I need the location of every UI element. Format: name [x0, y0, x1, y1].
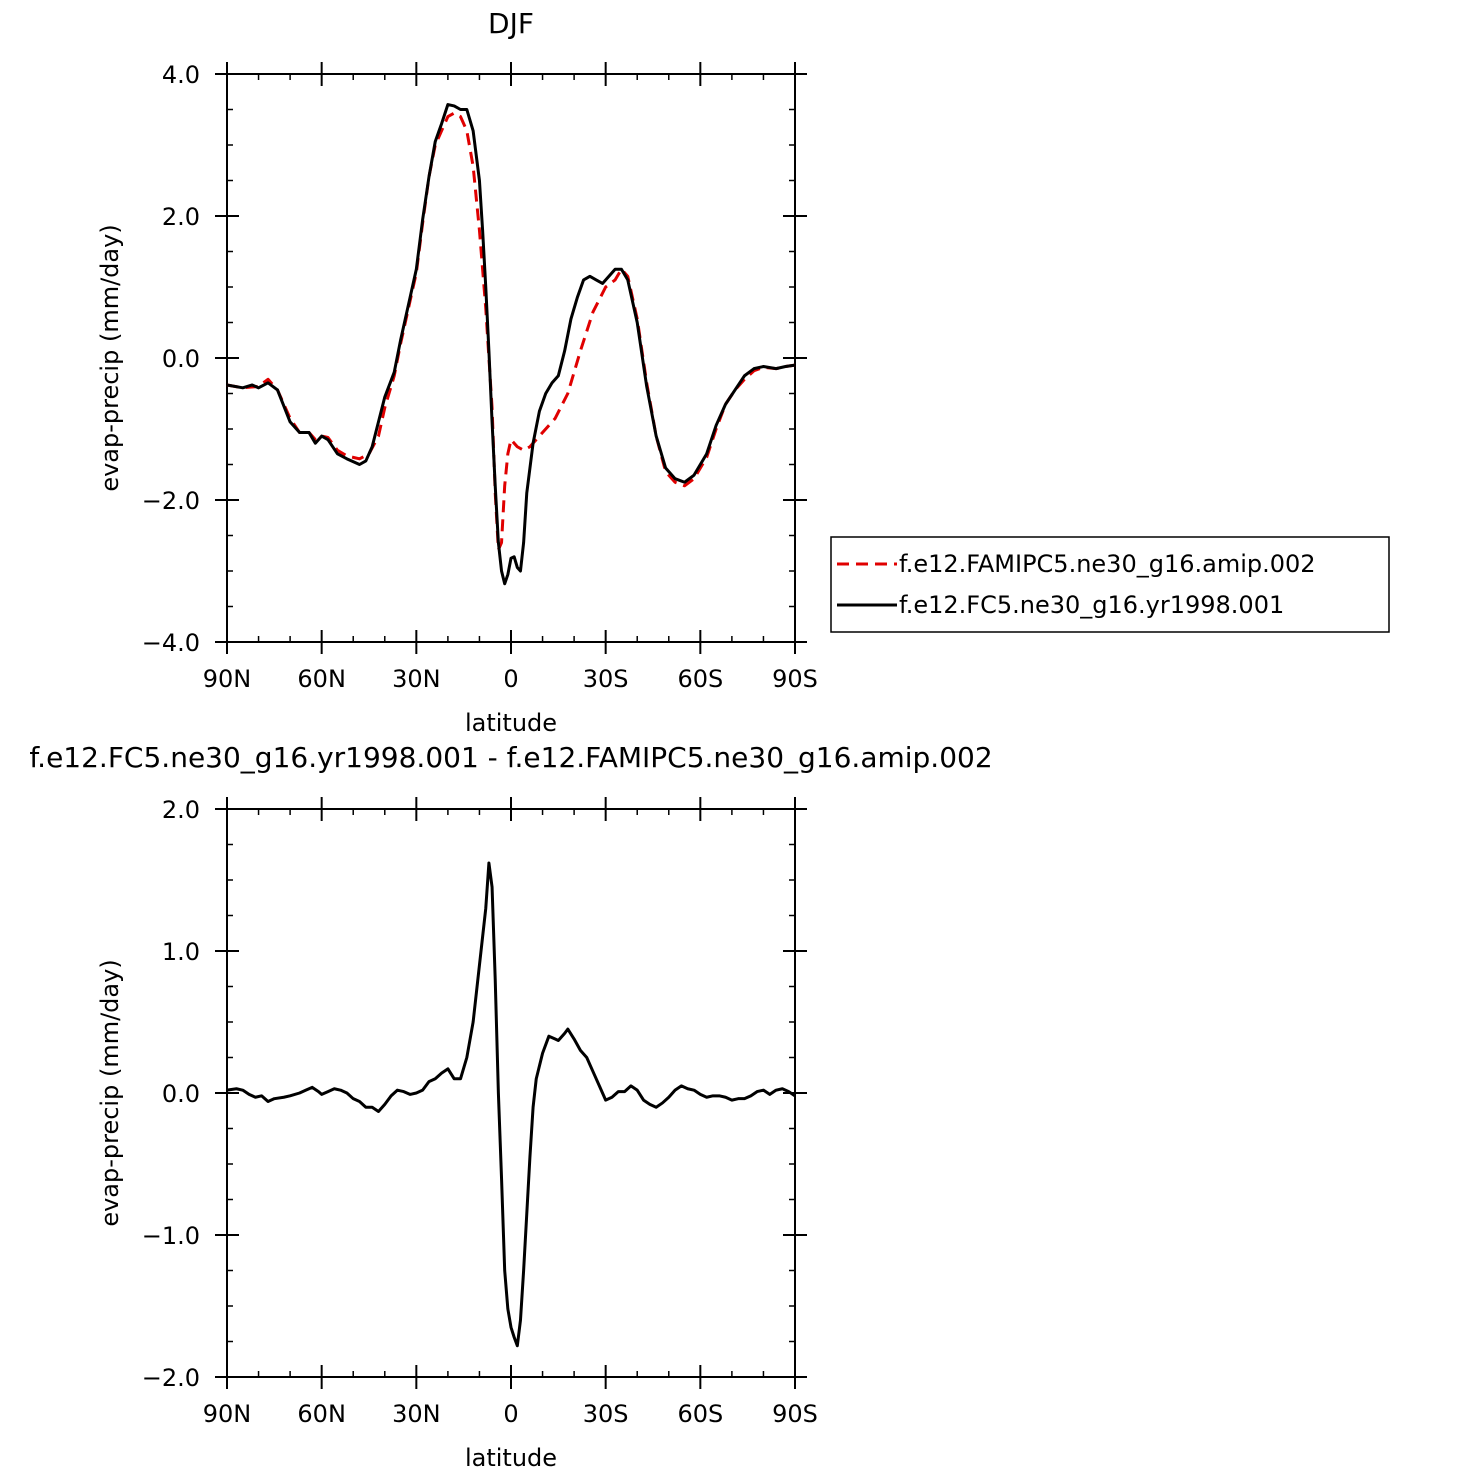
bottom-ticks: 90N 60N 30N 0 30S 60S 90S −2.0 −1.0 0.0 1.0 2.0: [142, 796, 818, 1428]
bottom-y-tick-label: −1.0: [142, 1222, 200, 1250]
bottom-x-tick-label: 60N: [297, 1400, 346, 1428]
legend-label-amip: f.e12.FAMIPC5.ne30_g16.amip.002: [899, 550, 1316, 578]
top-y-tick-label: −2.0: [142, 487, 200, 515]
top-x-tick-label: 60N: [297, 665, 346, 693]
top-x-tick-label: 60S: [677, 665, 723, 693]
top-x-tick-label: 90S: [772, 665, 818, 693]
legend-box: [830, 536, 1390, 633]
top-y-tick-label: 2.0: [162, 203, 200, 231]
bottom-y-tick-label: −2.0: [142, 1364, 200, 1392]
bottom-plot-frame: [226, 808, 796, 1378]
bottom-y-tick-label: 2.0: [162, 796, 200, 824]
top-y-tick-label: 0.0: [162, 345, 200, 373]
top-x-tick-label: 30N: [392, 665, 441, 693]
top-series-layer: [226, 103, 796, 586]
bottom-x-tick-label: 0: [503, 1400, 518, 1428]
top-x-tick-label: 30S: [583, 665, 629, 693]
bottom-x-tick-label: 30S: [583, 1400, 629, 1428]
top-y-tick-label: 4.0: [162, 61, 200, 89]
bottom-series-layer: [226, 861, 796, 1348]
top-ticks: 90N 60N 30N 0 30S 60S 90S −4.0 −2.0 0.0 2.0 4.0: [142, 61, 818, 693]
bottom-series-line-0: [226, 861, 796, 1348]
top-x-tick-label: 90N: [203, 665, 252, 693]
top-y-tick-label: −4.0: [142, 629, 200, 657]
top-ylabel: evap-precip (mm/day): [96, 224, 124, 491]
top-series-line-0: [226, 111, 796, 552]
bottom-x-tick-label: 90N: [203, 1400, 252, 1428]
bottom-y-tick-label: 1.0: [162, 938, 200, 966]
top-series-line-1: [226, 103, 796, 586]
legend-label-yr1998: f.e12.FC5.ne30_g16.yr1998.001: [899, 591, 1284, 619]
legend: f.e12.FAMIPC5.ne30_g16.amip.002 f.e12.FC…: [830, 536, 1390, 633]
bottom-ylabel: evap-precip (mm/day): [96, 959, 124, 1226]
bottom-y-tick-label: 0.0: [162, 1080, 200, 1108]
top-x-tick-label: 0: [503, 665, 518, 693]
bottom-x-tick-label: 90S: [772, 1400, 818, 1428]
bottom-xlabel: latitude: [465, 1444, 557, 1472]
top-panel: DJF evap-precip (mm/day) latitude 90N 60N…: [96, 7, 818, 737]
bottom-x-tick-label: 60S: [677, 1400, 723, 1428]
bottom-title: f.e12.FC5.ne30_g16.yr1998.001 - f.e12.FA…: [29, 741, 992, 774]
bottom-x-tick-label: 30N: [392, 1400, 441, 1428]
top-xlabel: latitude: [465, 709, 557, 737]
top-title: DJF: [488, 7, 534, 40]
bottom-panel: f.e12.FC5.ne30_g16.yr1998.001 - f.e12.FA…: [29, 741, 992, 1472]
